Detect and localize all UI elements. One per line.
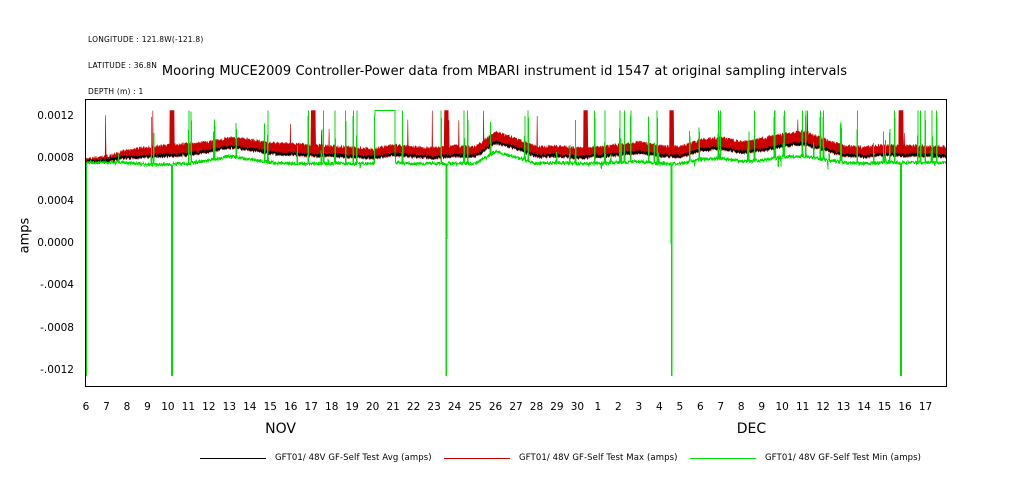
x-tick-label: 15 [263,401,277,413]
x-tick-label: 18 [325,401,339,413]
x-tick-label: 13 [222,401,237,413]
x-tick-label: 6 [696,401,704,413]
y-tick-label: 0.0008 [37,152,74,165]
legend-item: GFT01/ 48V GF-Self Test Min (amps) [690,450,921,466]
x-tick-label: 16 [898,401,912,413]
x-tick-label: 7 [103,401,110,413]
x-tick-label: 10 [161,401,175,413]
legend-label: GFT01/ 48V GF-Self Test Avg (amps) [275,453,432,463]
x-tick-label: 16 [284,401,298,413]
y-tick-label: 0.0004 [37,194,74,207]
legend-color-swatch [690,457,756,459]
x-tick-label: 8 [737,401,745,413]
legend-color-swatch [200,457,266,459]
x-tick-label: 20 [365,401,380,413]
x-tick-label: 19 [345,401,359,413]
y-axis-label: amps [17,217,33,254]
x-tick-label: 12 [816,401,830,413]
x-tick-label: 23 [427,401,441,413]
legend-label: GFT01/ 48V GF-Self Test Min (amps) [765,453,922,463]
y-tick-label: 0.0012 [37,109,74,122]
plot-traces [86,110,946,376]
x-tick-label: 2 [615,401,622,413]
x-tick-label: 22 [406,401,421,413]
legend-item: GFT01/ 48V GF-Self Test Max (amps) [444,450,678,466]
x-tick-label: 29 [550,401,564,413]
metadata-longitude: LONGITUDE : 121.8W(-121.8) [88,35,204,45]
x-tick-label: 8 [123,401,131,413]
x-tick-label: 17 [918,401,933,413]
x-tick-label: 30 [570,401,585,413]
x-tick-label: 26 [488,401,503,413]
x-tick-label: 27 [509,401,523,413]
x-tick-label: 1 [594,401,602,413]
x-tick-label: 25 [468,401,482,413]
y-tick-label: -.0008 [40,321,74,334]
x-tick-label: 11 [795,401,810,413]
plot-area [85,99,947,387]
y-tick-label: -.0012 [40,364,74,377]
x-tick-label: 15 [877,401,892,413]
x-tick-label: 9 [144,401,151,413]
x-tick-label: 28 [529,401,544,413]
legend-item: GFT01/ 48V GF-Self Test Avg (amps) [200,450,432,466]
chart-title: Mooring MUCE2009 Controller-Power data f… [161,64,848,79]
x-tick-label: 13 [836,401,851,413]
x-tick-label: 10 [775,401,789,413]
x-tick-label: 17 [304,401,318,413]
y-tick-label: -.0004 [40,279,74,292]
month-label: DEC [736,421,767,437]
x-tick-label: 4 [655,401,663,413]
x-tick-label: 9 [758,401,766,413]
y-tick-label: 0.0000 [37,237,74,249]
x-tick-label: 6 [82,401,90,413]
x-tick-label: 12 [202,401,216,413]
x-tick-label: 21 [386,401,400,413]
metadata-depth: DEPTH (m) : 1 [88,86,144,96]
x-tick-label: 11 [181,401,196,413]
metadata-latitude: LATITUDE : 36.8N [88,60,158,70]
min-series-trace [86,110,946,376]
legend-color-swatch [444,457,510,459]
x-tick-label: 7 [717,401,725,413]
chart-legend: GFT01/ 48V GF-Self Test Avg (amps) GFT01/… [0,450,1009,470]
x-tick-label: 14 [857,401,871,413]
x-tick-label: 24 [447,401,462,413]
x-tick-label: 5 [676,401,684,413]
x-tick-label: 3 [635,401,643,413]
legend-label: GFT01/ 48V GF-Self Test Max (amps) [519,453,678,463]
month-label: NOV [265,421,296,437]
x-tick-label: 14 [243,401,257,413]
